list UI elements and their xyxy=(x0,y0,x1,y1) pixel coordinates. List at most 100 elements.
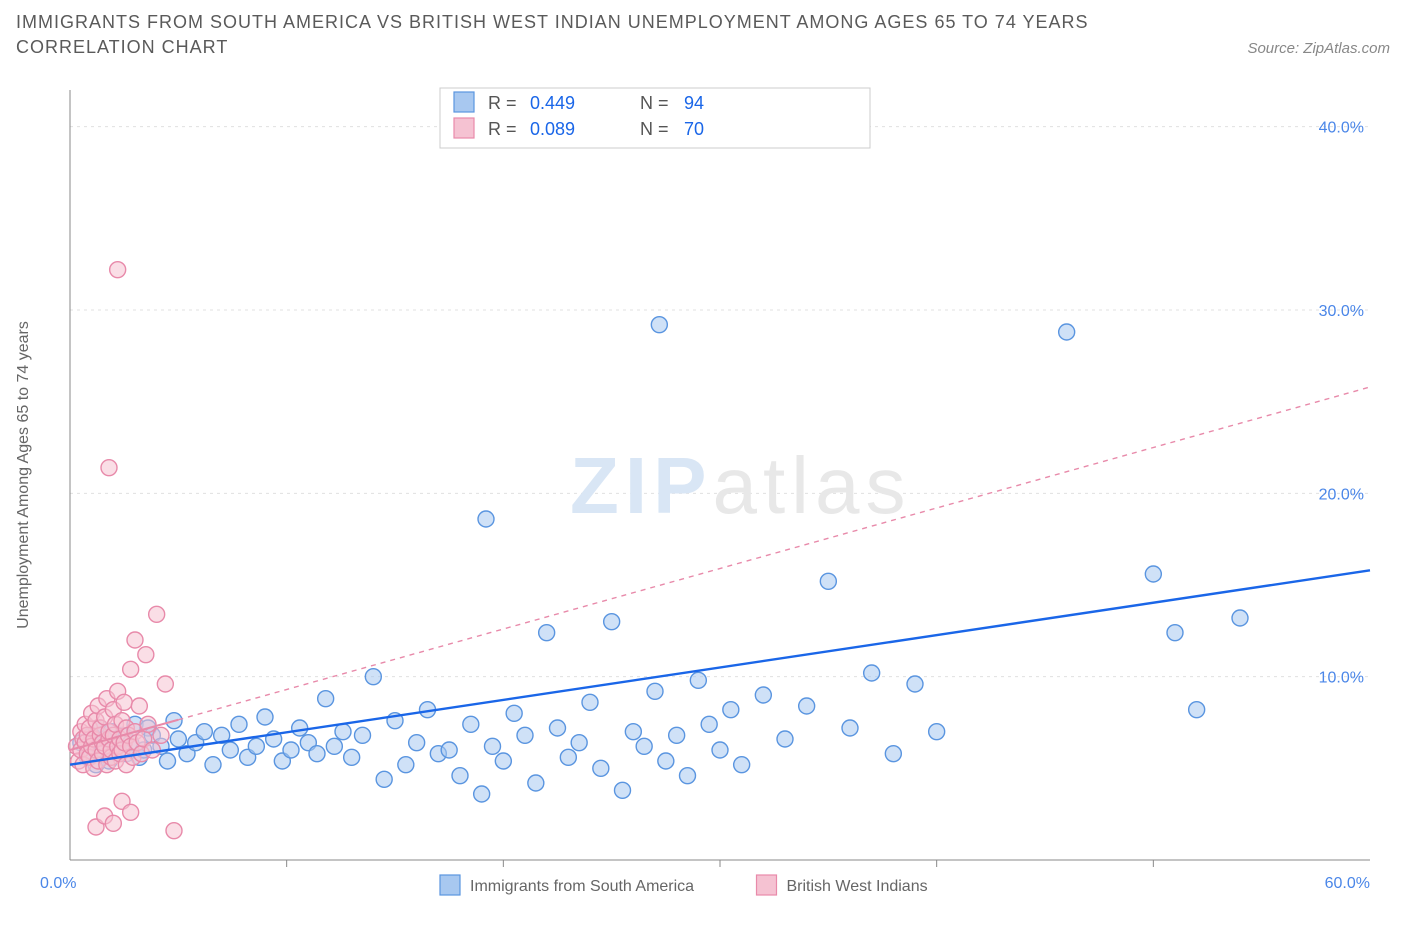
data-point xyxy=(123,804,139,820)
data-point xyxy=(690,672,706,688)
data-point xyxy=(647,683,663,699)
data-point xyxy=(680,768,696,784)
data-point xyxy=(196,724,212,740)
data-point xyxy=(485,738,501,754)
data-point xyxy=(593,760,609,776)
data-point xyxy=(149,606,165,622)
data-point xyxy=(409,735,425,751)
data-point xyxy=(365,669,381,685)
data-point xyxy=(625,724,641,740)
data-point xyxy=(105,815,121,831)
data-point xyxy=(615,782,631,798)
stats-r-label: R = xyxy=(488,119,517,139)
data-point xyxy=(131,698,147,714)
data-point xyxy=(885,746,901,762)
data-point xyxy=(734,757,750,773)
stats-r-value: 0.449 xyxy=(530,93,575,113)
stats-swatch xyxy=(454,92,474,112)
data-point xyxy=(309,746,325,762)
data-point xyxy=(138,647,154,663)
x-tick-label: 60.0% xyxy=(1325,875,1370,892)
data-point xyxy=(1189,702,1205,718)
data-point xyxy=(205,757,221,773)
data-point xyxy=(170,731,186,747)
data-point xyxy=(550,720,566,736)
data-point xyxy=(755,687,771,703)
y-tick-label: 10.0% xyxy=(1319,670,1364,687)
data-point xyxy=(160,753,176,769)
data-point xyxy=(248,738,264,754)
data-point xyxy=(144,742,160,758)
y-axis-label: Unemployment Among Ages 65 to 74 years xyxy=(15,321,32,629)
data-point xyxy=(157,676,173,692)
trend-line xyxy=(70,570,1370,764)
stats-n-label: N = xyxy=(640,119,669,139)
y-tick-label: 30.0% xyxy=(1319,303,1364,320)
data-point xyxy=(560,749,576,765)
data-point xyxy=(127,632,143,648)
data-point xyxy=(582,694,598,710)
stats-r-label: R = xyxy=(488,93,517,113)
data-point xyxy=(231,716,247,732)
data-point xyxy=(355,727,371,743)
data-point xyxy=(506,705,522,721)
data-point xyxy=(222,742,238,758)
data-point xyxy=(153,727,169,743)
data-point xyxy=(777,731,793,747)
data-point xyxy=(651,317,667,333)
data-point xyxy=(636,738,652,754)
data-point xyxy=(474,786,490,802)
data-point xyxy=(116,694,132,710)
data-point xyxy=(842,720,858,736)
data-point xyxy=(292,720,308,736)
data-point xyxy=(820,573,836,589)
data-point xyxy=(326,738,342,754)
data-point xyxy=(166,823,182,839)
data-point xyxy=(723,702,739,718)
x-tick-label: 0.0% xyxy=(40,875,76,892)
data-point xyxy=(452,768,468,784)
data-point xyxy=(463,716,479,732)
data-point xyxy=(344,749,360,765)
data-point xyxy=(929,724,945,740)
data-point xyxy=(669,727,685,743)
data-point xyxy=(257,709,273,725)
data-point xyxy=(1059,324,1075,340)
y-tick-label: 20.0% xyxy=(1319,486,1364,503)
data-point xyxy=(907,676,923,692)
chart-title: IMMIGRANTS FROM SOUTH AMERICA VS BRITISH… xyxy=(16,10,1116,60)
y-tick-label: 40.0% xyxy=(1319,120,1364,137)
legend-label: British West Indians xyxy=(787,878,928,895)
stats-n-value: 70 xyxy=(684,119,704,139)
data-point xyxy=(478,511,494,527)
scatter-chart: 10.0% 20.0% 30.0% 40.0% 0.0% 60.0% Unemploymen… xyxy=(0,80,1406,930)
data-point xyxy=(517,727,533,743)
stats-n-label: N = xyxy=(640,93,669,113)
data-point xyxy=(528,775,544,791)
series-south_america xyxy=(73,317,1248,802)
source-label: Source: ZipAtlas.com xyxy=(1247,40,1390,57)
data-point xyxy=(110,262,126,278)
data-point xyxy=(571,735,587,751)
stats-r-value: 0.089 xyxy=(530,119,575,139)
legend-swatch xyxy=(757,875,777,895)
legend-label: Immigrants from South America xyxy=(470,878,694,895)
data-point xyxy=(318,691,334,707)
data-point xyxy=(495,753,511,769)
data-point xyxy=(398,757,414,773)
data-point xyxy=(1145,566,1161,582)
legend-swatch xyxy=(440,875,460,895)
chart-container: 10.0% 20.0% 30.0% 40.0% 0.0% 60.0% Unemploymen… xyxy=(0,80,1406,930)
data-point xyxy=(712,742,728,758)
data-point xyxy=(604,614,620,630)
data-point xyxy=(441,742,457,758)
data-point xyxy=(539,625,555,641)
data-point xyxy=(799,698,815,714)
stats-n-value: 94 xyxy=(684,93,704,113)
data-point xyxy=(283,742,299,758)
data-point xyxy=(335,724,351,740)
stats-swatch xyxy=(454,118,474,138)
data-point xyxy=(101,460,117,476)
data-point xyxy=(658,753,674,769)
data-point xyxy=(1167,625,1183,641)
